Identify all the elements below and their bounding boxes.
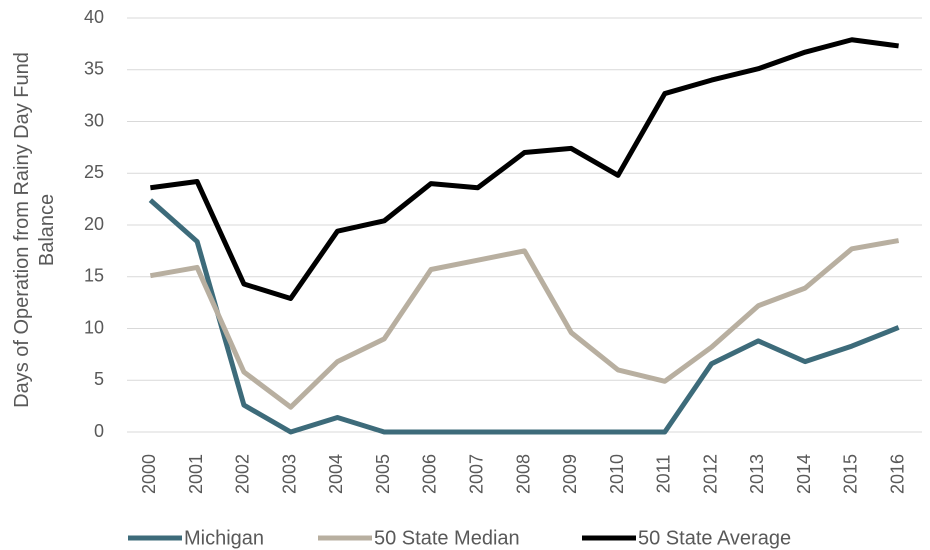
y-tick-label: 25 bbox=[84, 162, 104, 182]
x-tick-label: 2012 bbox=[700, 454, 720, 494]
x-tick-label: 2005 bbox=[373, 454, 393, 494]
series-line bbox=[148, 198, 900, 435]
y-tick-label: 35 bbox=[84, 59, 104, 79]
series-line bbox=[149, 238, 900, 410]
x-tick-label: 2000 bbox=[139, 454, 159, 494]
x-tick-label: 2009 bbox=[560, 454, 580, 494]
y-tick-label: 40 bbox=[84, 7, 104, 27]
x-tick-label: 2010 bbox=[607, 454, 627, 494]
x-tick-label: 2003 bbox=[279, 454, 299, 494]
y-axis-title: Days of Operation from Rainy Day Fund Ba… bbox=[11, 52, 58, 408]
x-tick-label: 2008 bbox=[513, 454, 533, 494]
y-tick-label: 20 bbox=[84, 214, 104, 234]
x-tick-label: 2001 bbox=[186, 454, 206, 494]
x-tick-label: 2015 bbox=[841, 454, 861, 494]
x-tick-label: 2007 bbox=[466, 454, 486, 494]
x-tick-label: 2004 bbox=[326, 454, 346, 494]
x-tick-label: 2013 bbox=[747, 454, 767, 494]
y-tick-label: 30 bbox=[84, 110, 104, 130]
legend-label: Michigan bbox=[184, 527, 264, 549]
legend-label: 50 State Median bbox=[374, 527, 520, 549]
legend-label: 50 State Average bbox=[638, 527, 791, 549]
x-tick-label: 2002 bbox=[233, 454, 253, 494]
y-tick-label: 5 bbox=[94, 369, 104, 389]
x-tick-label: 2006 bbox=[420, 454, 440, 494]
y-tick-label: 0 bbox=[94, 421, 104, 441]
series-line bbox=[150, 37, 899, 301]
x-tick-label: 2011 bbox=[654, 455, 674, 494]
x-tick-label: 2014 bbox=[794, 454, 814, 494]
x-tick-label: 2016 bbox=[887, 454, 907, 494]
y-tick-label: 10 bbox=[84, 317, 104, 337]
y-tick-label: 15 bbox=[84, 266, 104, 286]
